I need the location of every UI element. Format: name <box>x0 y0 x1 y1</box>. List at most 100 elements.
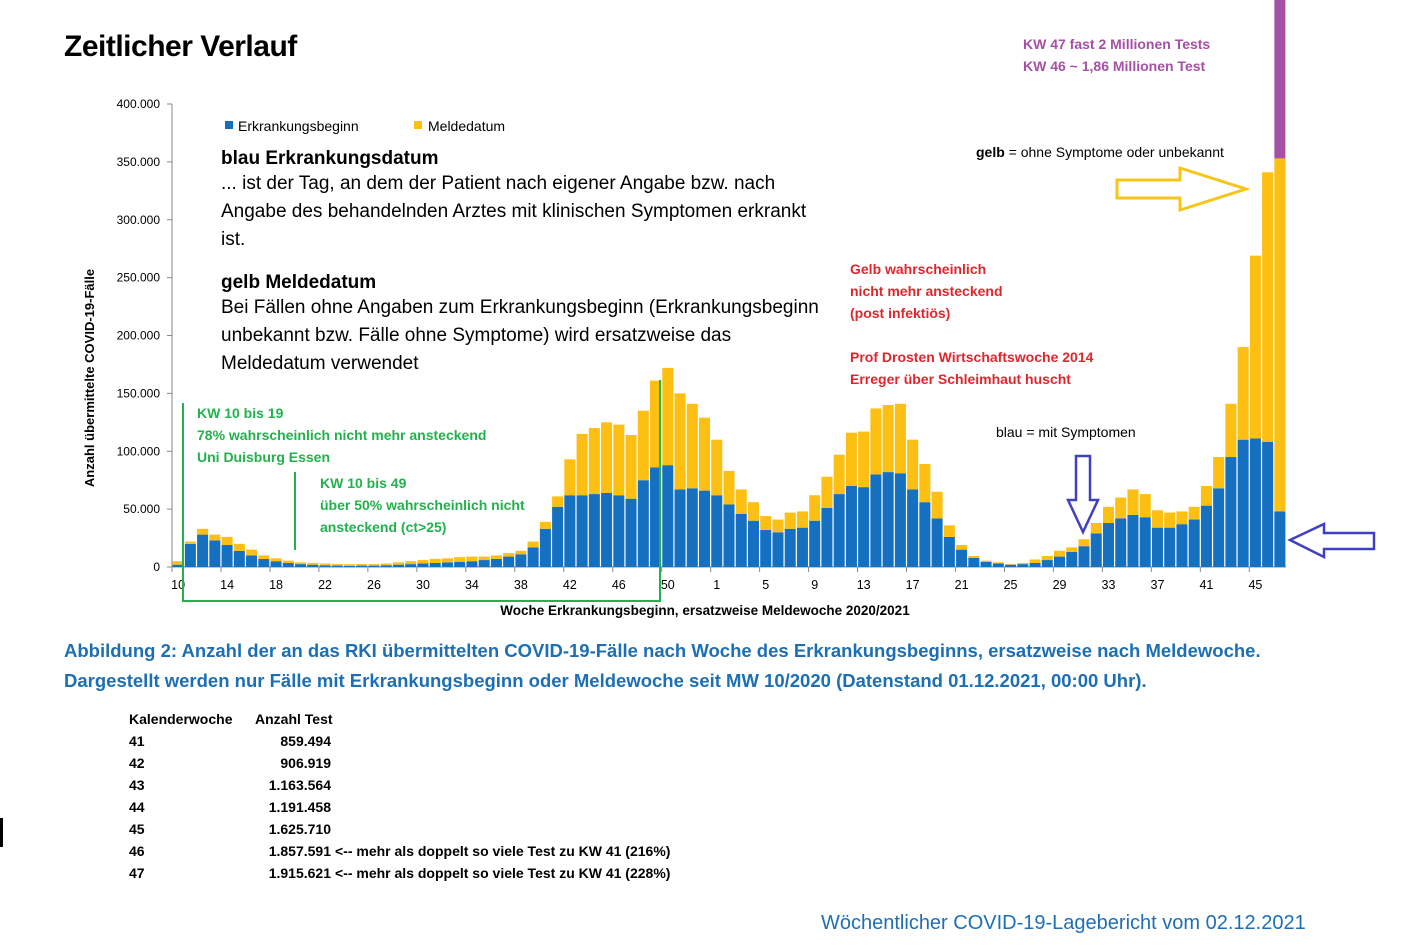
gelb-rest: = ohne Symptome oder unbekannt <box>1004 144 1224 160</box>
x-tick-label: 38 <box>514 578 528 592</box>
bar-meldedatum <box>515 550 527 555</box>
bar-erkrankungsbeginn <box>894 473 906 567</box>
bar-meldedatum <box>552 496 564 507</box>
bar-meldedatum <box>1017 562 1029 565</box>
red-line: nicht mehr ansteckend <box>850 283 1003 299</box>
bar-erkrankungsbeginn <box>882 472 894 567</box>
bar-meldedatum <box>1200 485 1212 506</box>
bar-erkrankungsbeginn <box>429 562 441 567</box>
bar-meldedatum <box>821 476 833 508</box>
table-cell-tests: 859.494 <box>280 733 331 749</box>
bar-erkrankungsbeginn <box>343 565 356 567</box>
explain-yellow-heading: gelb Meldedatum <box>221 272 377 293</box>
test-table-header: Kalenderwoche Anzahl Test <box>129 708 670 730</box>
yellow-arrow-icon <box>1115 165 1251 213</box>
bar-meldedatum <box>662 367 674 466</box>
table-cell-kw: 44 <box>129 799 145 815</box>
bar-meldedatum <box>282 560 294 563</box>
chart-bars <box>172 0 1286 567</box>
bar-erkrankungsbeginn <box>698 490 711 567</box>
bar-erkrankungsbeginn <box>368 565 380 567</box>
case-chart: 0 50.000 100.000 150.000 200.000 250.000 300.0… <box>82 0 1376 618</box>
blue-arrow-left-icon <box>1287 522 1376 560</box>
bar-meldedatum <box>576 433 588 496</box>
bar-erkrankungsbeginn <box>319 565 331 567</box>
bar-meldedatum <box>246 549 258 556</box>
bar-meldedatum <box>809 495 821 521</box>
x-tick-label: 25 <box>1004 578 1018 592</box>
bar-erkrankungsbeginn <box>282 562 294 567</box>
explain-yellow-line: Meldedatum verwendet <box>221 353 419 374</box>
bar-erkrankungsbeginn <box>392 564 404 567</box>
bar-erkrankungsbeginn <box>1005 564 1017 567</box>
explain-blue-line: ... ist der Tag, an dem der Patient nach… <box>221 173 776 194</box>
table-cell-note <box>331 818 335 840</box>
y-tick-label: 350.000 <box>117 155 161 169</box>
x-tick-label: 46 <box>612 578 626 592</box>
bar-erkrankungsbeginn <box>454 561 466 567</box>
x-tick-label: 33 <box>1102 578 1116 592</box>
table-cell-tests: 906.919 <box>280 755 331 771</box>
bar-meldedatum <box>1041 556 1053 561</box>
explanation-box: blau Erkrankungsdatum ... ist der Tag, a… <box>221 148 819 378</box>
bar-erkrankungsbeginn <box>1200 505 1212 567</box>
red-line: Gelb wahrscheinlich <box>850 261 987 277</box>
legend-swatch-yellow <box>414 121 422 129</box>
bar-erkrankungsbeginn <box>650 467 662 567</box>
bar-meldedatum <box>1090 523 1102 534</box>
bar-meldedatum <box>184 541 196 544</box>
bar-meldedatum <box>931 491 943 519</box>
chart-annotations: Erkrankungsbeginn Meldedatum <box>182 118 1376 602</box>
green-bracket-kw10-49 <box>182 380 661 602</box>
bar-erkrankungsbeginn <box>307 564 319 567</box>
bar-erkrankungsbeginn <box>931 518 943 567</box>
explain-blue-line: Angabe des behandelnden Arztes mit klini… <box>221 201 807 222</box>
report-footer: Wöchentlicher COVID-19-Lagebericht vom 0… <box>821 912 1306 934</box>
bar-meldedatum <box>490 555 502 559</box>
x-tick-label: 50 <box>661 578 675 592</box>
bar-erkrankungsbeginn <box>576 495 588 567</box>
bar-erkrankungsbeginn <box>1188 519 1200 567</box>
bar-erkrankungsbeginn <box>478 560 490 567</box>
bar-meldedatum <box>172 561 184 565</box>
bar-erkrankungsbeginn <box>552 506 564 567</box>
bar-erkrankungsbeginn <box>441 562 453 567</box>
bar-meldedatum <box>674 393 686 490</box>
x-tick-label: 9 <box>811 578 818 592</box>
bar-erkrankungsbeginn <box>760 529 772 567</box>
bar-meldedatum <box>1176 511 1188 525</box>
green-annotation-b: KW 10 bis 49 über 50% wahrscheinlich nic… <box>320 472 525 538</box>
bar-meldedatum <box>956 545 968 550</box>
bar-erkrankungsbeginn <box>466 561 478 567</box>
table-cell-note: <-- mehr als doppelt so viele Test zu KW… <box>335 843 671 859</box>
bar-meldedatum <box>870 408 882 475</box>
bar-erkrankungsbeginn <box>1041 560 1053 567</box>
bar-meldedatum <box>601 422 613 493</box>
y-tick-label: 100.000 <box>117 444 161 458</box>
bar-meldedatum <box>319 563 331 566</box>
bar-meldedatum <box>331 564 343 566</box>
bar-erkrankungsbeginn <box>246 555 258 567</box>
caption-line: Abbildung 2: Anzahl der an das RKI überm… <box>64 640 1261 661</box>
bar-erkrankungsbeginn <box>968 557 980 567</box>
x-tick-label: 18 <box>269 578 283 592</box>
x-tick-label: 29 <box>1053 578 1067 592</box>
bar-erkrankungsbeginn <box>723 504 735 567</box>
bar-erkrankungsbeginn <box>821 507 833 567</box>
table-header-kw: Kalenderwoche <box>129 711 233 727</box>
x-tick-label: 34 <box>465 578 479 592</box>
table-cell-kw: 46 <box>129 843 145 859</box>
table-cell-kw: 43 <box>129 777 145 793</box>
bar-erkrankungsbeginn <box>258 558 270 567</box>
bar-meldedatum <box>295 562 307 565</box>
bar-erkrankungsbeginn <box>686 488 698 567</box>
bar-erkrankungsbeginn <box>833 494 845 567</box>
x-tick-label: 5 <box>762 578 769 592</box>
explain-blue-line: ist. <box>221 229 246 250</box>
table-cell-note <box>331 752 335 774</box>
bar-meldedatum <box>919 463 931 503</box>
bar-meldedatum <box>1054 550 1066 557</box>
bar-meldedatum <box>723 470 735 505</box>
bar-meldedatum <box>772 519 784 533</box>
bar-erkrankungsbeginn <box>1029 562 1041 567</box>
